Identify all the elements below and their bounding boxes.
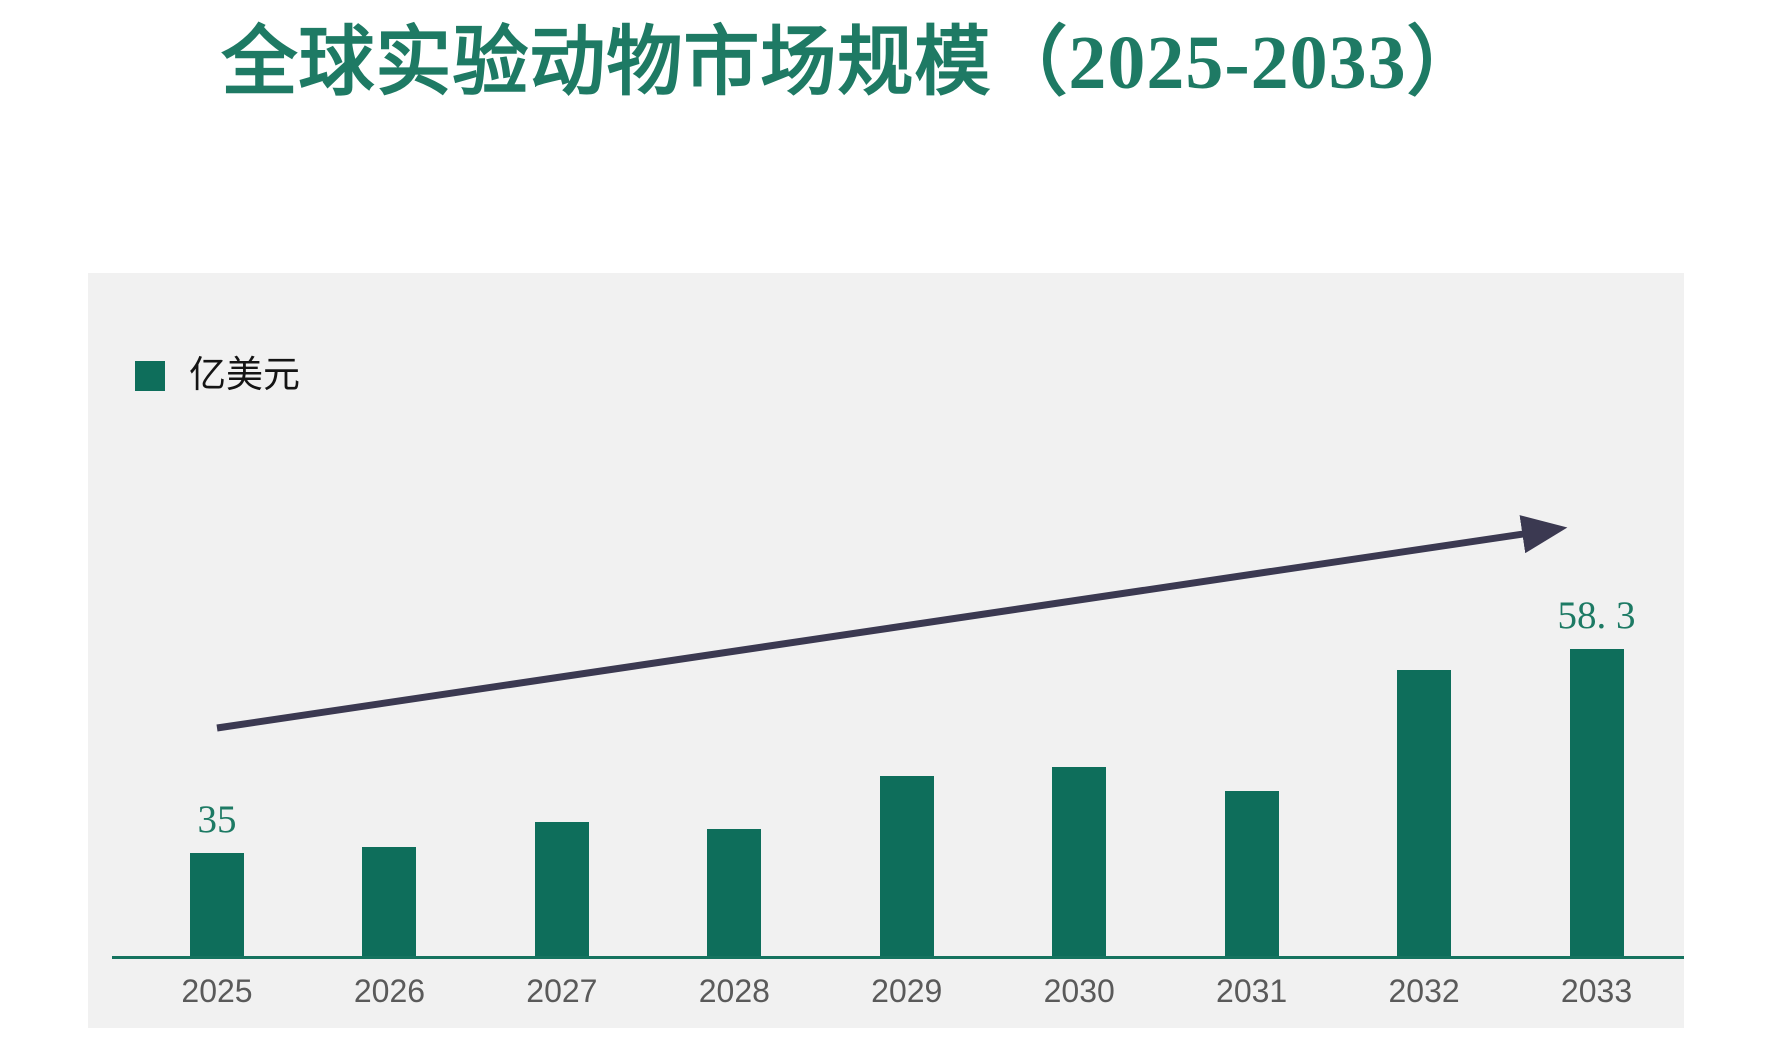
data-label-2033: 58. 3 <box>1557 594 1636 637</box>
bar-2027 <box>534 822 589 956</box>
page-root: 全球实验动物市场规模（2025-2033） 亿美元 2025 35 2026 2027… <box>0 16 1765 1028</box>
x-tick-2033: 2033 <box>1560 973 1633 1009</box>
x-tick-2029: 2029 <box>871 973 943 1009</box>
bar-2032 <box>1397 670 1452 956</box>
x-tick-2032: 2032 <box>1388 973 1460 1009</box>
bar-2026 <box>362 847 417 956</box>
bar-2031 <box>1224 791 1279 956</box>
chart-title: 全球实验动物市场规模（2025-2033） <box>221 21 1484 105</box>
legend-swatch-icon <box>135 360 165 391</box>
x-tick-2027: 2027 <box>526 973 598 1009</box>
bar-2028 <box>707 829 762 956</box>
bar-2025 <box>190 853 244 956</box>
legend: 亿美元 <box>135 357 300 394</box>
x-tick-2026: 2026 <box>353 973 426 1009</box>
x-axis-line <box>112 956 1684 959</box>
bar-2030 <box>1052 767 1107 956</box>
x-tick-2028: 2028 <box>698 973 770 1009</box>
bar-2033 <box>1569 649 1624 956</box>
x-tick-2025: 2025 <box>181 973 253 1009</box>
data-label-2025: 35 <box>197 798 237 841</box>
plot-area: 亿美元 2025 35 2026 2027 2028 2029 2030 2031 2032 20… <box>88 273 1684 1028</box>
x-tick-2030: 2030 <box>1043 973 1115 1009</box>
x-tick-2031: 2031 <box>1216 973 1288 1009</box>
legend-label: 亿美元 <box>189 355 300 396</box>
bar-2029 <box>879 776 934 956</box>
